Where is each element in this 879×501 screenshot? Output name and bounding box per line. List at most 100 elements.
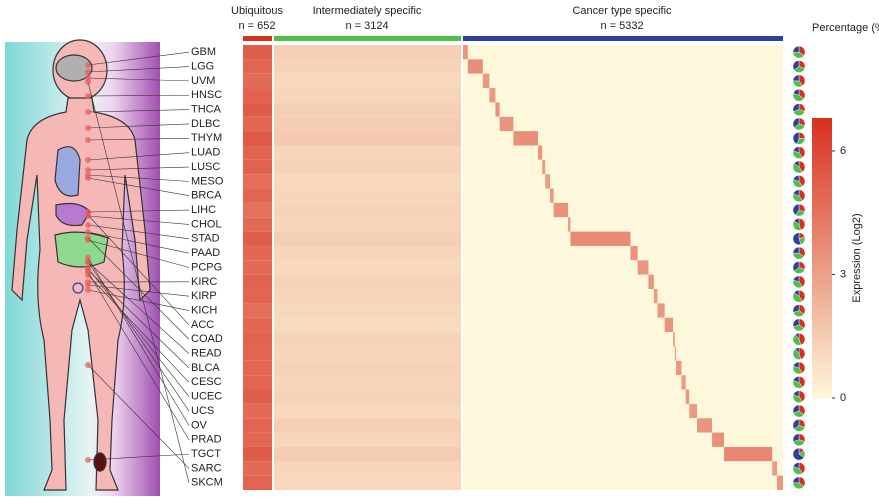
heat-cell	[274, 131, 461, 145]
heat-block	[570, 232, 630, 246]
heat-background	[463, 332, 783, 346]
heat-block	[495, 102, 499, 116]
heat-block	[681, 375, 685, 389]
group-title: Intermediately specific	[313, 5, 422, 17]
heat-cell	[243, 361, 272, 375]
pie-slice	[793, 75, 799, 81]
colorbar-tick-label: 3	[840, 268, 846, 280]
heat-cell	[274, 45, 461, 59]
heat-block	[712, 433, 724, 447]
heat-background	[463, 203, 783, 217]
heat-cell	[274, 275, 461, 289]
row-label: PAAD	[191, 247, 220, 259]
heat-block	[468, 59, 483, 73]
row-label: PCPG	[191, 261, 222, 273]
organ-marker	[85, 269, 91, 275]
heat-background	[463, 461, 783, 475]
row-label: KICH	[191, 304, 217, 316]
heat-block	[697, 418, 712, 432]
heat-cell	[274, 418, 461, 432]
heat-cell	[243, 59, 272, 73]
heat-block	[500, 117, 514, 131]
heat-cell	[243, 189, 272, 203]
row-label: KIRP	[191, 290, 217, 302]
group-title: Ubiquitous	[231, 5, 283, 17]
heat-cell	[243, 289, 272, 303]
organ-marker	[85, 457, 91, 463]
group-bar	[463, 36, 783, 41]
heat-background	[463, 433, 783, 447]
heat-cell	[243, 461, 272, 475]
heat-cell	[243, 102, 272, 116]
heat-cell	[243, 332, 272, 346]
heat-cell	[243, 117, 272, 131]
heat-block	[568, 217, 570, 231]
row-label: GBM	[191, 46, 216, 58]
heat-cell	[243, 418, 272, 432]
heat-cell	[274, 303, 461, 317]
row-label: LIHC	[191, 204, 216, 216]
row-label: BLCA	[191, 362, 220, 374]
heat-cell	[243, 303, 272, 317]
heat-background	[463, 390, 783, 404]
heat-background	[463, 45, 783, 59]
heat-block	[550, 189, 554, 203]
row-label: CHOL	[191, 218, 222, 230]
heat-cell	[274, 203, 461, 217]
heat-block	[513, 131, 538, 145]
heat-cell	[243, 88, 272, 102]
row-label: THYM	[191, 132, 222, 144]
heat-cell	[274, 447, 461, 461]
heat-background	[463, 375, 783, 389]
heat-background	[463, 131, 783, 145]
heat-block	[673, 332, 675, 346]
heat-cell	[243, 275, 272, 289]
heat-cell	[243, 174, 272, 188]
percentage-label: Percentage (%)	[812, 22, 879, 34]
row-label: LUAD	[191, 147, 220, 159]
heat-cell	[243, 476, 272, 490]
heat-block	[665, 318, 673, 332]
heat-block	[777, 476, 783, 490]
heat-cell	[243, 246, 272, 260]
organ-marker	[85, 255, 91, 261]
organ-marker	[85, 62, 91, 68]
heat-cell	[274, 145, 461, 159]
heat-cell	[274, 461, 461, 475]
heat-cell	[274, 361, 461, 375]
heat-block	[676, 361, 681, 375]
heat-cell	[243, 131, 272, 145]
heat-background	[463, 260, 783, 274]
organ-marker	[85, 79, 91, 85]
heat-cell	[274, 174, 461, 188]
heat-background	[463, 361, 783, 375]
row-label: DLBC	[191, 118, 220, 130]
heat-background	[463, 160, 783, 174]
heat-cell	[274, 318, 461, 332]
heat-block	[554, 203, 568, 217]
organ-marker	[85, 235, 91, 241]
row-label: COAD	[191, 333, 223, 345]
heat-block	[545, 174, 550, 188]
heat-cell	[243, 260, 272, 274]
heat-background	[463, 217, 783, 231]
heat-background	[463, 189, 783, 203]
group-bar	[274, 36, 461, 41]
organ-marker	[85, 212, 91, 218]
organ-marker	[85, 125, 91, 131]
heat-background	[463, 404, 783, 418]
colorbar-tick-label: 6	[840, 145, 846, 157]
heat-background	[463, 174, 783, 188]
heat-block	[648, 275, 653, 289]
heat-cell	[274, 189, 461, 203]
heat-block	[489, 88, 495, 102]
pie-slice	[793, 46, 799, 52]
heat-cell	[274, 404, 461, 418]
row-label: LUSC	[191, 161, 220, 173]
heat-cell	[274, 346, 461, 360]
organ-marker	[85, 287, 91, 293]
heat-background	[463, 145, 783, 159]
colorbar	[812, 118, 832, 398]
heat-block	[483, 74, 490, 88]
heat-background	[463, 318, 783, 332]
